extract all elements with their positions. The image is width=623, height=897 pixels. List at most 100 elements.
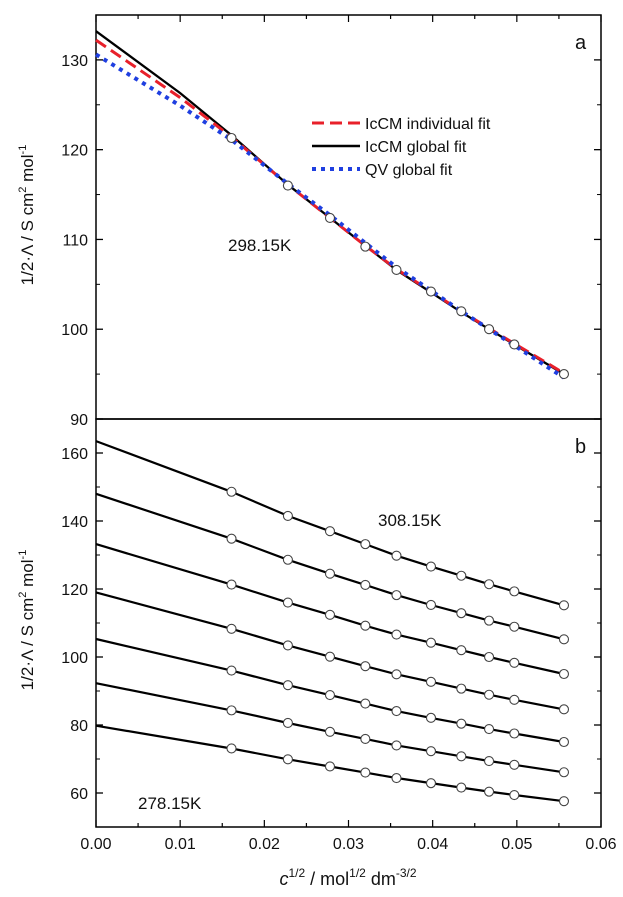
data-point [509,621,520,632]
data-point [226,743,237,754]
data-point [484,615,495,626]
panel-b-label: b [575,436,586,458]
data-point [456,683,467,694]
data-point [391,590,402,601]
data-point [324,651,336,662]
data-point [425,561,437,572]
x-tick-label: 0.04 [417,836,448,853]
data-point [509,789,520,801]
data-point [484,755,495,767]
panel-b-x-ticks: 0.00 0.01 0.02 0.03 0.04 0.05 0.06 [80,820,617,853]
data-point [509,339,520,350]
data-point [456,306,467,317]
data-point [456,608,467,619]
data-point [558,668,570,680]
panel-b-points [226,486,570,807]
panel-a-ylabel: 1/2·Λ / S cm2 mol-1 [17,145,37,286]
data-point [391,629,402,640]
data-point [226,623,237,634]
data-point [282,180,293,191]
panel-a-frame [95,14,602,420]
data-point [509,657,520,668]
x-tick-label: 0.00 [80,836,111,853]
data-point [484,651,495,663]
panel-b-y-tick-label: 100 [61,650,88,667]
x-tick-label: 0.03 [333,836,364,853]
panel-a-y-tick-label: 100 [61,322,88,339]
data-point [456,718,467,729]
panel-a-points [226,132,570,380]
data-point [425,599,437,611]
data-point [391,706,402,717]
data-point [391,669,402,680]
data-point [360,620,371,631]
data-point [558,736,570,748]
panel-b-series-line [95,440,565,607]
panel-a-y-tick-label: 130 [61,53,88,70]
data-point [558,796,570,807]
data-point [425,746,437,757]
data-point [324,568,336,579]
panel-b-y-tick-label: 120 [61,582,88,599]
data-point [391,772,402,784]
data-point [456,570,467,581]
data-point [509,586,520,597]
data-point [282,640,293,651]
x-tick-label: 0.06 [585,836,616,853]
legend-label-qv: QV global fit [365,162,453,179]
data-point [226,132,237,144]
data-point [282,597,293,608]
panel-b-annotation-bottom: 278.15K [138,794,202,813]
data-point [425,637,437,648]
x-tick-label: 0.01 [165,836,196,853]
panel-b-y-tick-label: 60 [70,786,88,803]
data-point [324,690,336,701]
data-point [360,661,371,672]
data-point [282,680,293,691]
data-point [226,533,237,544]
data-point [226,665,237,676]
panel-a-label: a [575,32,587,54]
data-point [425,778,437,789]
data-point [425,712,437,723]
x-axis-label: c1/2 / mol1/2 dm-3/2 [279,866,416,889]
data-point [324,526,336,537]
x-tick-label: 0.05 [501,836,532,853]
panel-a-y-tick-label: 110 [62,232,88,249]
data-point [509,759,520,770]
legend-label-individual: IcCM individual fit [365,116,491,133]
panel-a: 90 100 110 120 130 a 298.15K IcCM individual… [17,14,602,429]
data-point [425,286,437,297]
panel-b-annotation-top: 308.15K [378,511,442,530]
panel-a-y-tick-label: 90 [70,412,88,429]
panel-a-y-tick-label: 120 [61,143,88,160]
data-point [558,634,570,645]
data-point [360,539,371,550]
panel-b-y-tick-label: 160 [61,446,88,463]
data-point [484,689,495,700]
data-point [558,767,570,778]
data-point [226,579,237,590]
data-point [282,554,293,565]
data-point [484,579,495,590]
data-point [226,486,237,497]
data-point [324,726,336,737]
panel-a-y-ticks: 90 100 110 120 130 [61,15,602,429]
panel-b-y-tick-label: 140 [61,514,88,531]
data-point [391,740,402,751]
data-point [391,550,402,561]
data-point [360,241,371,252]
data-point [360,767,371,778]
data-point [558,600,570,611]
data-point [360,579,371,590]
data-point [484,324,495,335]
data-point [425,676,437,687]
data-point [324,761,336,772]
panel-b-ylabel: 1/2·Λ / S cm2 mol-1 [17,550,37,691]
data-point [456,782,467,793]
panel-a-annotation: 298.15K [228,236,292,255]
data-point [282,510,293,521]
data-point [558,369,570,380]
data-point [456,645,467,656]
